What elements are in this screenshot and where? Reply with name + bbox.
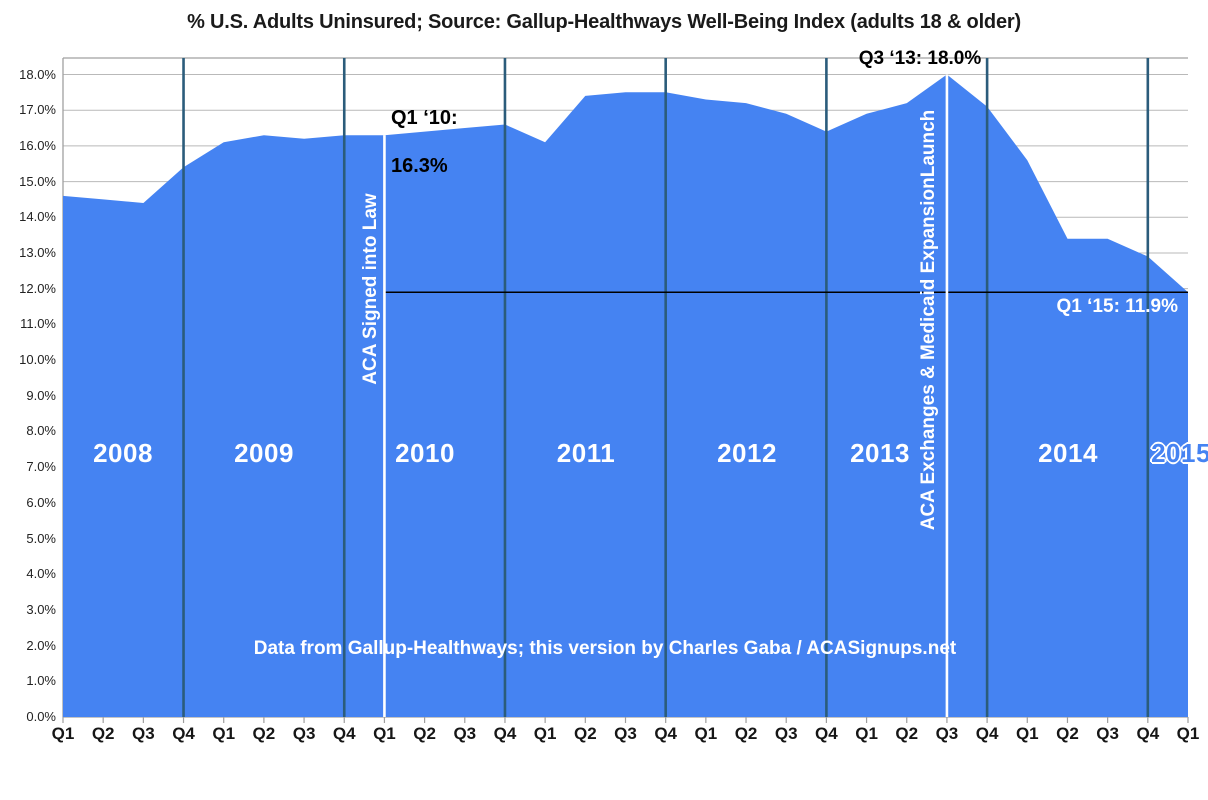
y-axis-tick-label: 18.0% (19, 66, 56, 82)
x-axis-tick-label: Q2 (1056, 724, 1079, 743)
x-axis-tick-label: Q4 (654, 724, 678, 743)
x-axis-tick-label: Q1 (855, 724, 878, 743)
x-axis-tick-label: Q1 (373, 724, 396, 743)
y-axis-tick-label: 4.0% (26, 566, 56, 582)
event-label-aca-exchanges: ACA Exchanges & Medicaid ExpansionLaunch (918, 109, 939, 531)
x-axis-tick-label: Q1 (694, 724, 718, 743)
x-axis-tick-label: Q2 (895, 724, 919, 743)
x-axis-tick-label: Q2 (573, 724, 597, 743)
y-axis-tick-label: 16.0% (19, 137, 56, 153)
y-axis-tick-label: 2.0% (26, 637, 56, 653)
x-axis-tick-label: Q1 (1176, 724, 1200, 743)
y-axis-tick-label: 13.0% (19, 244, 56, 260)
x-axis-tick-label: Q4 (172, 724, 195, 743)
x-axis-tick-label: Q3 (774, 724, 798, 743)
credit-line: Data from Gallup-Healthways; this versio… (253, 638, 957, 659)
y-axis-tick-label: 6.0% (26, 494, 56, 510)
year-label-2013: 2013 (850, 438, 910, 468)
y-axis-tick-label: 5.0% (26, 530, 56, 546)
year-label-2012: 2012 (717, 438, 777, 468)
year-label-2008: 2008 (93, 438, 153, 468)
y-axis-tick-label: 15.0% (19, 173, 56, 189)
y-axis-tick-label: 10.0% (19, 352, 56, 368)
x-axis-tick-label: Q1 (1015, 724, 1039, 743)
year-label-2011: 2011 (556, 438, 616, 468)
chart-title: % U.S. Adults Uninsured; Source: Gallup-… (187, 11, 1021, 33)
x-axis-tick-label: Q1 (212, 724, 236, 743)
x-axis-tick-label: Q3 (453, 724, 477, 743)
x-axis-tick-label: Q2 (91, 724, 115, 743)
y-axis-tick-label: 11.0% (20, 316, 56, 332)
annotation-q3-2013: Q3 ‘13: 18.0% (858, 48, 982, 69)
x-axis-tick-label: Q1 (533, 724, 557, 743)
y-axis-tick-label: 14.0% (19, 209, 56, 225)
x-axis-tick-label: Q2 (734, 724, 758, 743)
year-label-2014: 2014 (1038, 438, 1098, 468)
x-axis-tick-label: Q2 (252, 724, 276, 743)
y-axis-tick-label: 1.0% (26, 673, 56, 689)
annotation-q1-2010: Q1 ‘10: 16.3% (391, 82, 458, 202)
annotation-q1-2010-line1: Q1 ‘10: (391, 107, 458, 129)
y-axis-tick-label: 3.0% (26, 601, 56, 617)
annotation-q1-2010-line2: 16.3% (391, 155, 448, 177)
event-label-aca-signed: ACA Signed into Law (360, 193, 381, 385)
y-axis-tick-label: 8.0% (26, 423, 56, 439)
y-axis-tick-label: 7.0% (26, 459, 56, 475)
uninsured-area-series (63, 74, 1188, 717)
x-axis-tick-label: Q3 (614, 724, 637, 743)
y-axis-tick-label: 12.0% (19, 280, 56, 296)
year-label-2010: 2010 (395, 438, 455, 468)
x-axis-tick-label: Q4 (815, 724, 838, 743)
x-axis-tick-label: Q2 (413, 724, 436, 743)
x-axis-tick-label: Q4 (975, 724, 999, 743)
x-axis-tick-label: Q4 (493, 724, 517, 743)
x-axis-tick-label: Q4 (332, 724, 356, 743)
x-axis-tick-label: Q1 (51, 724, 75, 743)
x-axis-tick-label: Q3 (132, 724, 155, 743)
y-axis-tick-label: 9.0% (26, 387, 56, 403)
x-axis-tick-label: Q3 (292, 724, 316, 743)
annotation-q1-2015: Q1 ‘15: 11.9% (1056, 296, 1178, 317)
x-axis-tick-label: Q3 (935, 724, 959, 743)
x-axis-tick-label: Q4 (1136, 724, 1160, 743)
y-axis-tick-label: 17.0% (19, 102, 56, 118)
x-axis-tick-label: Q3 (1096, 724, 1119, 743)
y-axis-tick-label: 0.0% (26, 709, 56, 724)
year-label-2015: 2015 (1151, 438, 1208, 468)
year-label-2009: 2009 (234, 438, 294, 468)
